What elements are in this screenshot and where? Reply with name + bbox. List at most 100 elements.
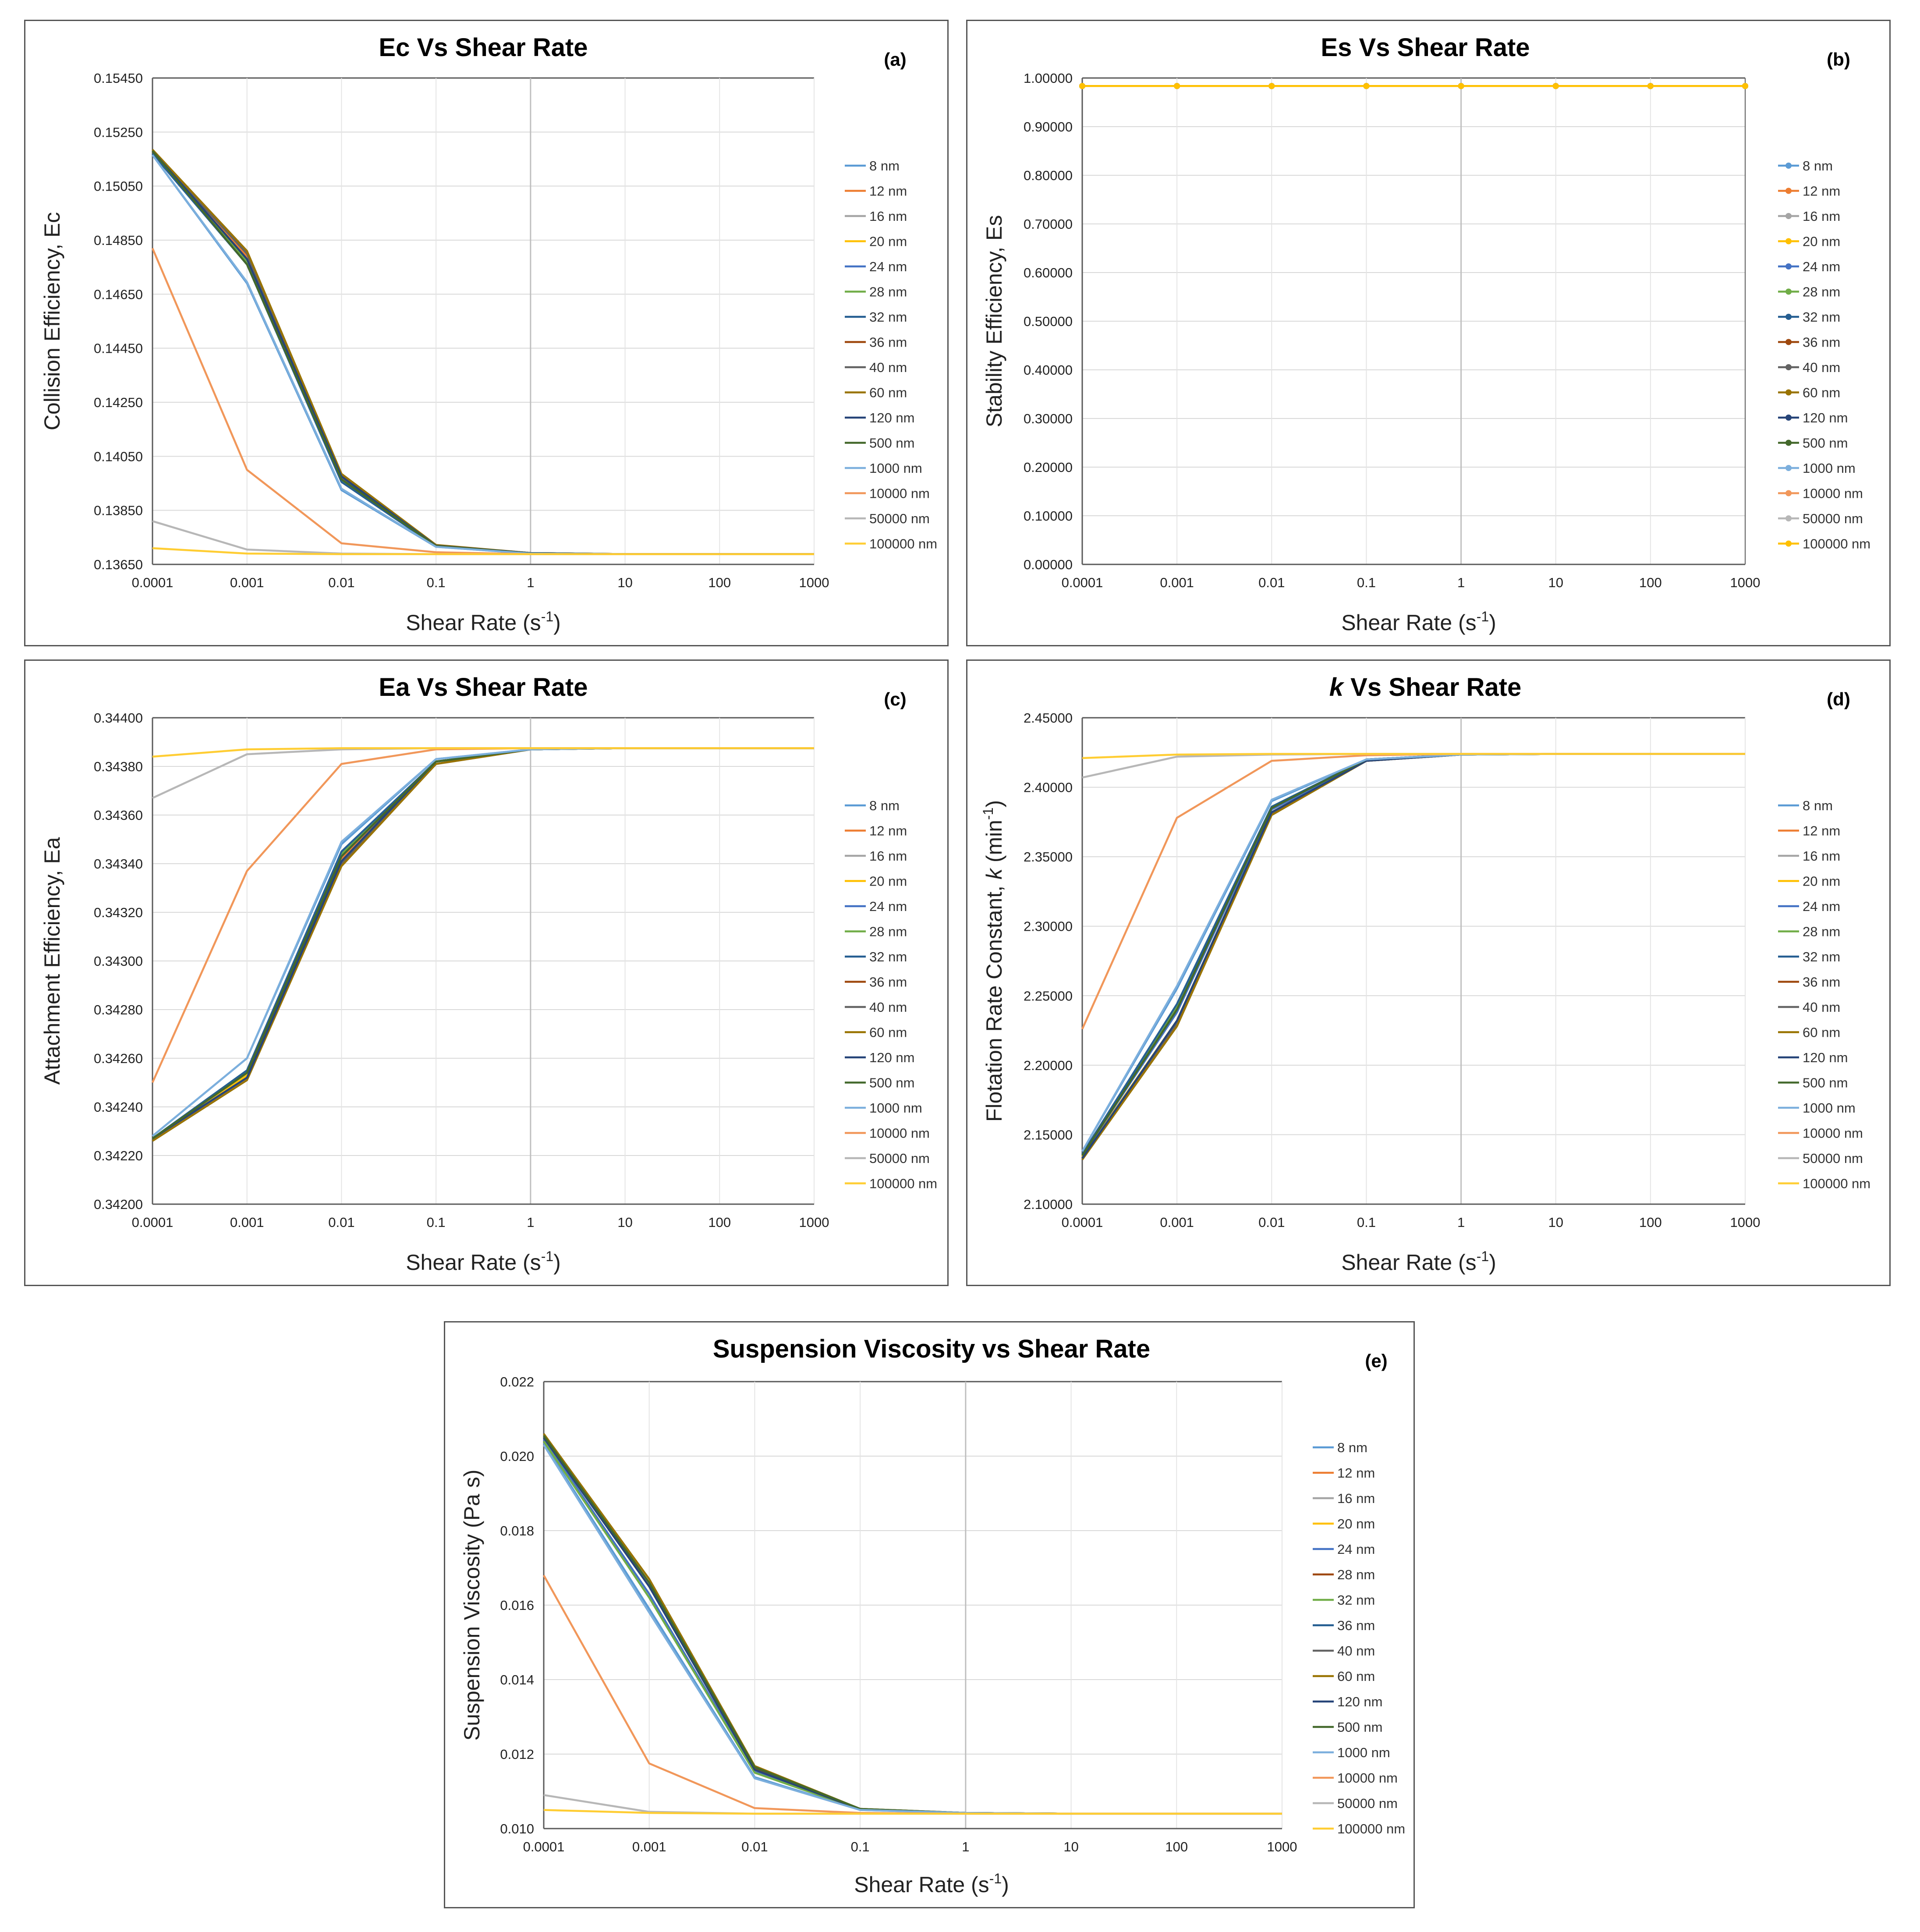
legend-marker xyxy=(1785,314,1792,320)
legend-label: 36 nm xyxy=(869,335,907,350)
y-tick-label: 0.14250 xyxy=(94,395,143,410)
series-line-8nm xyxy=(543,1442,1282,1815)
series-line-100000nm xyxy=(152,747,814,758)
y-tick-label: 0.016 xyxy=(500,1598,534,1613)
legend-item: 12 nm xyxy=(845,823,907,839)
legend-marker xyxy=(1785,415,1792,421)
series-line-8nm xyxy=(152,154,814,555)
legend-item: 12 nm xyxy=(1778,184,1840,199)
x-tick-label: 10 xyxy=(1063,1839,1078,1854)
chart-title: Ec Vs Shear Rate xyxy=(379,33,588,62)
legend-marker xyxy=(1785,364,1792,370)
legend-marker xyxy=(1785,213,1792,219)
legend-item: 36 nm xyxy=(1778,335,1840,350)
legend-label: 120 nm xyxy=(869,410,914,425)
x-tick-label: 0.1 xyxy=(427,1215,446,1230)
chart-title: Ea Vs Shear Rate xyxy=(379,673,588,702)
legend-label: 10000 nm xyxy=(869,486,930,501)
x-tick-label: 1000 xyxy=(1267,1839,1297,1854)
series-line-8nm xyxy=(1081,753,1745,1152)
x-axis-label: Shear Rate (s-1) xyxy=(1341,1248,1496,1275)
series-line-10000nm xyxy=(151,747,814,1083)
x-tick-label: 100 xyxy=(1165,1839,1188,1854)
x-tick-label: 0.1 xyxy=(1357,575,1376,590)
legend-marker xyxy=(1785,163,1792,169)
legend-label: 36 nm xyxy=(1803,975,1840,990)
x-tick-label: 100 xyxy=(708,575,731,590)
legend-item: 8 nm xyxy=(1778,798,1833,813)
legend-label: 8 nm xyxy=(1803,158,1833,174)
x-tick-label: 0.0001 xyxy=(1062,1215,1103,1230)
legend-label: 12 nm xyxy=(869,823,907,839)
legend-item: 28 nm xyxy=(1778,284,1840,300)
y-tick-label: 0.60000 xyxy=(1024,265,1073,280)
legend-label: 120 nm xyxy=(1803,1050,1848,1065)
legend-label: 1000 nm xyxy=(1803,461,1856,476)
series-point xyxy=(1174,83,1180,89)
x-tick-label: 0.0001 xyxy=(132,575,174,590)
legend-label: 16 nm xyxy=(1803,209,1840,224)
x-tick-label: 1 xyxy=(1457,575,1465,590)
legend-label: 500 nm xyxy=(869,1075,914,1091)
legend-item: 60 nm xyxy=(845,1025,907,1040)
legend-label: 1000 nm xyxy=(869,1100,922,1116)
legend-label: 24 nm xyxy=(1337,1542,1375,1557)
y-tick-label: 2.15000 xyxy=(1024,1127,1073,1142)
y-tick-label: 0.50000 xyxy=(1024,314,1073,329)
chart-d-svg: k Vs Shear Rate (d) 2.10000 2.15000 2.20000 2… xyxy=(980,673,1870,1275)
x-tick-label: 1000 xyxy=(799,575,829,590)
series-line-28nm xyxy=(543,1435,1282,1815)
legend-label: 32 nm xyxy=(869,309,907,325)
legend-label: 32 nm xyxy=(869,949,907,964)
x-tick-label: 0.01 xyxy=(328,1215,354,1230)
series-point xyxy=(1742,83,1748,89)
y-tick-label: 0.30000 xyxy=(1024,411,1073,426)
x-tick-label: 100 xyxy=(1639,575,1662,590)
x-tick-label: 1000 xyxy=(1730,1215,1761,1230)
legend-label: 40 nm xyxy=(869,1000,907,1015)
y-tick-label: 0.34280 xyxy=(94,1002,143,1017)
legend-label: 16 nm xyxy=(1337,1491,1375,1506)
legend-item: 28 nm xyxy=(845,284,907,300)
legend-item: 500 nm xyxy=(1313,1719,1382,1735)
x-tick-label: 10 xyxy=(1548,575,1563,590)
y-tick-label: 2.20000 xyxy=(1024,1058,1073,1073)
y-tick-label: 0.15250 xyxy=(94,124,143,140)
x-axis-label: Shear Rate (s-1) xyxy=(406,609,561,635)
series-point xyxy=(1363,83,1370,89)
legend-item: 36 nm xyxy=(1313,1618,1375,1633)
y-tick-label: 1.00000 xyxy=(1024,71,1073,86)
legend-item: 20 nm xyxy=(845,234,907,249)
legend-item: 100000 nm xyxy=(845,536,937,552)
y-tick-label: 0.34240 xyxy=(94,1099,143,1115)
chart-panel-c: Ea Vs Shear Rate (c) 0.34200 0.34220 0.34240… xyxy=(24,659,949,1286)
y-tick-label: 0.34380 xyxy=(94,759,143,774)
series-line-1000nm xyxy=(152,154,814,555)
series-line-16nm xyxy=(152,150,814,555)
y-tick-label: 2.10000 xyxy=(1024,1197,1073,1212)
legend-item: 10000 nm xyxy=(845,1126,930,1141)
legend-item: 32 nm xyxy=(1313,1592,1375,1608)
x-axis-label: Shear Rate (s-1) xyxy=(854,1871,1009,1897)
series-line-100000nm xyxy=(1082,753,1745,759)
legend-label: 24 nm xyxy=(869,899,907,914)
series-line-10000nm xyxy=(1081,753,1745,1030)
y-tick-label: 0.10000 xyxy=(1024,508,1073,524)
legend-label: 100000 nm xyxy=(1337,1821,1405,1836)
legend-item: 10000 nm xyxy=(1778,486,1863,501)
x-tick-label: 1 xyxy=(527,575,534,590)
legend-item: 20 nm xyxy=(1313,1516,1375,1531)
series-line-36nm xyxy=(543,1437,1282,1815)
legend-item: 500 nm xyxy=(845,436,914,451)
legend-label: 60 nm xyxy=(869,1025,907,1040)
x-tick-label: 1 xyxy=(527,1215,534,1230)
y-tick-label: 2.45000 xyxy=(1024,710,1073,726)
legend-item: 12 nm xyxy=(1313,1465,1375,1481)
x-tick-label: 0.001 xyxy=(230,1215,264,1230)
legend-label: 16 nm xyxy=(1803,848,1840,864)
series-line-16nm xyxy=(543,1437,1282,1815)
legend-label: 36 nm xyxy=(1803,335,1840,350)
x-tick-label: 100 xyxy=(1639,1215,1662,1230)
x-tick-label: 10 xyxy=(617,575,632,590)
legend-label: 8 nm xyxy=(869,798,900,813)
